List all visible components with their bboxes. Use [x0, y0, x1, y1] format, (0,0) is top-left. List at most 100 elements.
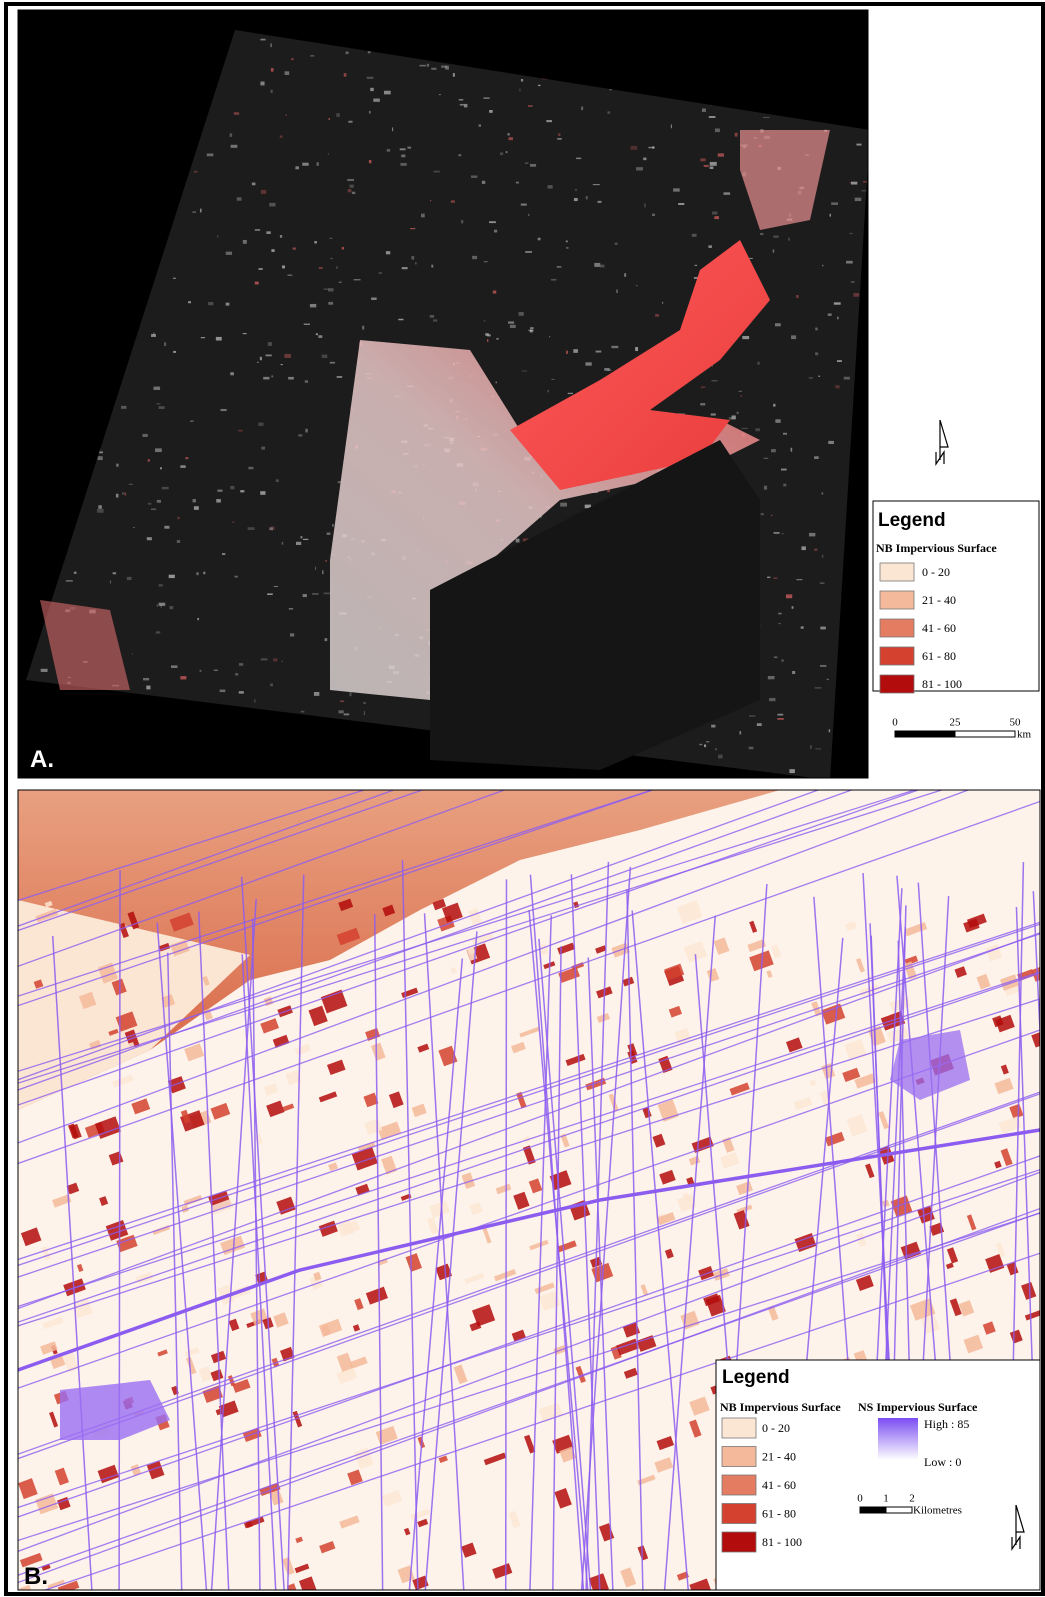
speckle: [234, 576, 237, 578]
speckle: [702, 108, 706, 111]
speckle: [763, 117, 770, 118]
speckle: [781, 469, 787, 471]
speckle: [451, 200, 455, 202]
speckle: [692, 234, 697, 237]
speckle: [506, 151, 508, 153]
speckle: [489, 110, 492, 113]
speckle: [312, 593, 318, 594]
speckle: [305, 380, 308, 383]
speckle: [169, 575, 175, 578]
speckle: [560, 503, 567, 507]
speckle: [710, 167, 714, 169]
speckle: [316, 333, 318, 335]
speckle: [522, 370, 527, 371]
speckle: [631, 146, 638, 150]
speckle: [809, 533, 815, 537]
speckle: [472, 256, 477, 259]
speckle: [853, 293, 859, 297]
speckle: [157, 500, 161, 503]
speckle: [767, 577, 770, 578]
speckle: [339, 282, 342, 283]
speckle: [113, 572, 117, 574]
speckle: [157, 604, 158, 606]
speckle: [822, 492, 824, 494]
speckle: [673, 188, 680, 191]
speckle: [538, 85, 541, 86]
speckle: [410, 228, 415, 229]
panel-label: B.: [24, 1563, 48, 1590]
speckle: [369, 160, 372, 163]
speckle: [739, 391, 742, 392]
panel-a-map: [18, 10, 870, 782]
speckle: [695, 265, 698, 266]
scale-segment: [860, 1507, 886, 1513]
speckle: [258, 268, 262, 270]
speckle: [530, 164, 536, 167]
speckle: [344, 713, 349, 715]
speckle: [304, 324, 310, 325]
scale-unit: km: [1017, 729, 1032, 741]
speckle: [132, 654, 133, 655]
layer-title: NB Impervious Surface: [876, 541, 997, 555]
speckle: [274, 586, 278, 587]
speckle: [760, 233, 764, 235]
speckle: [788, 238, 789, 241]
speckle: [146, 686, 150, 690]
speckle: [427, 64, 429, 67]
speckle: [700, 403, 705, 405]
speckle: [290, 633, 294, 636]
speckle: [837, 317, 839, 320]
speckle: [243, 240, 247, 244]
speckle: [340, 701, 344, 702]
speckle: [285, 71, 290, 75]
speckle: [267, 593, 273, 595]
speckle: [143, 434, 148, 437]
speckle: [782, 533, 784, 534]
speckle: [700, 158, 705, 161]
speckle: [354, 279, 361, 280]
legend-swatch: [880, 563, 914, 581]
speckle: [226, 303, 230, 306]
speckle: [820, 627, 825, 630]
speckle: [270, 43, 271, 47]
speckle: [180, 676, 186, 679]
speckle: [328, 288, 334, 291]
speckle: [487, 339, 488, 342]
speckle: [305, 429, 307, 433]
speckle: [598, 201, 602, 203]
speckle: [207, 153, 214, 156]
speckle: [814, 456, 819, 459]
speckle: [332, 524, 333, 527]
speckle: [344, 73, 347, 77]
scale-segment: [955, 731, 1015, 737]
legend-swatch: [880, 647, 914, 665]
speckle: [471, 176, 477, 178]
speckle: [271, 90, 273, 93]
speckle: [708, 245, 712, 248]
speckle: [616, 289, 617, 293]
speckle: [398, 319, 403, 320]
speckle: [566, 241, 568, 243]
scale-segment: [886, 1507, 912, 1513]
speckle: [835, 385, 839, 388]
speckle: [98, 456, 103, 460]
speckle: [796, 295, 798, 298]
speckle: [254, 699, 255, 702]
speckle: [148, 459, 150, 461]
speckle: [715, 748, 716, 750]
speckle: [196, 572, 198, 575]
scale-label: 0: [892, 717, 898, 729]
legend-title: Legend: [722, 1367, 790, 1388]
speckle: [659, 779, 666, 782]
speckle: [147, 537, 152, 540]
speckle: [764, 486, 767, 490]
speckle: [314, 692, 319, 696]
speckle: [775, 323, 781, 326]
speckle: [735, 133, 738, 137]
speckle: [194, 171, 197, 173]
speckle: [711, 413, 716, 415]
speckle: [749, 715, 755, 716]
speckle: [706, 741, 709, 742]
speckle: [430, 315, 434, 318]
speckle: [348, 189, 352, 192]
